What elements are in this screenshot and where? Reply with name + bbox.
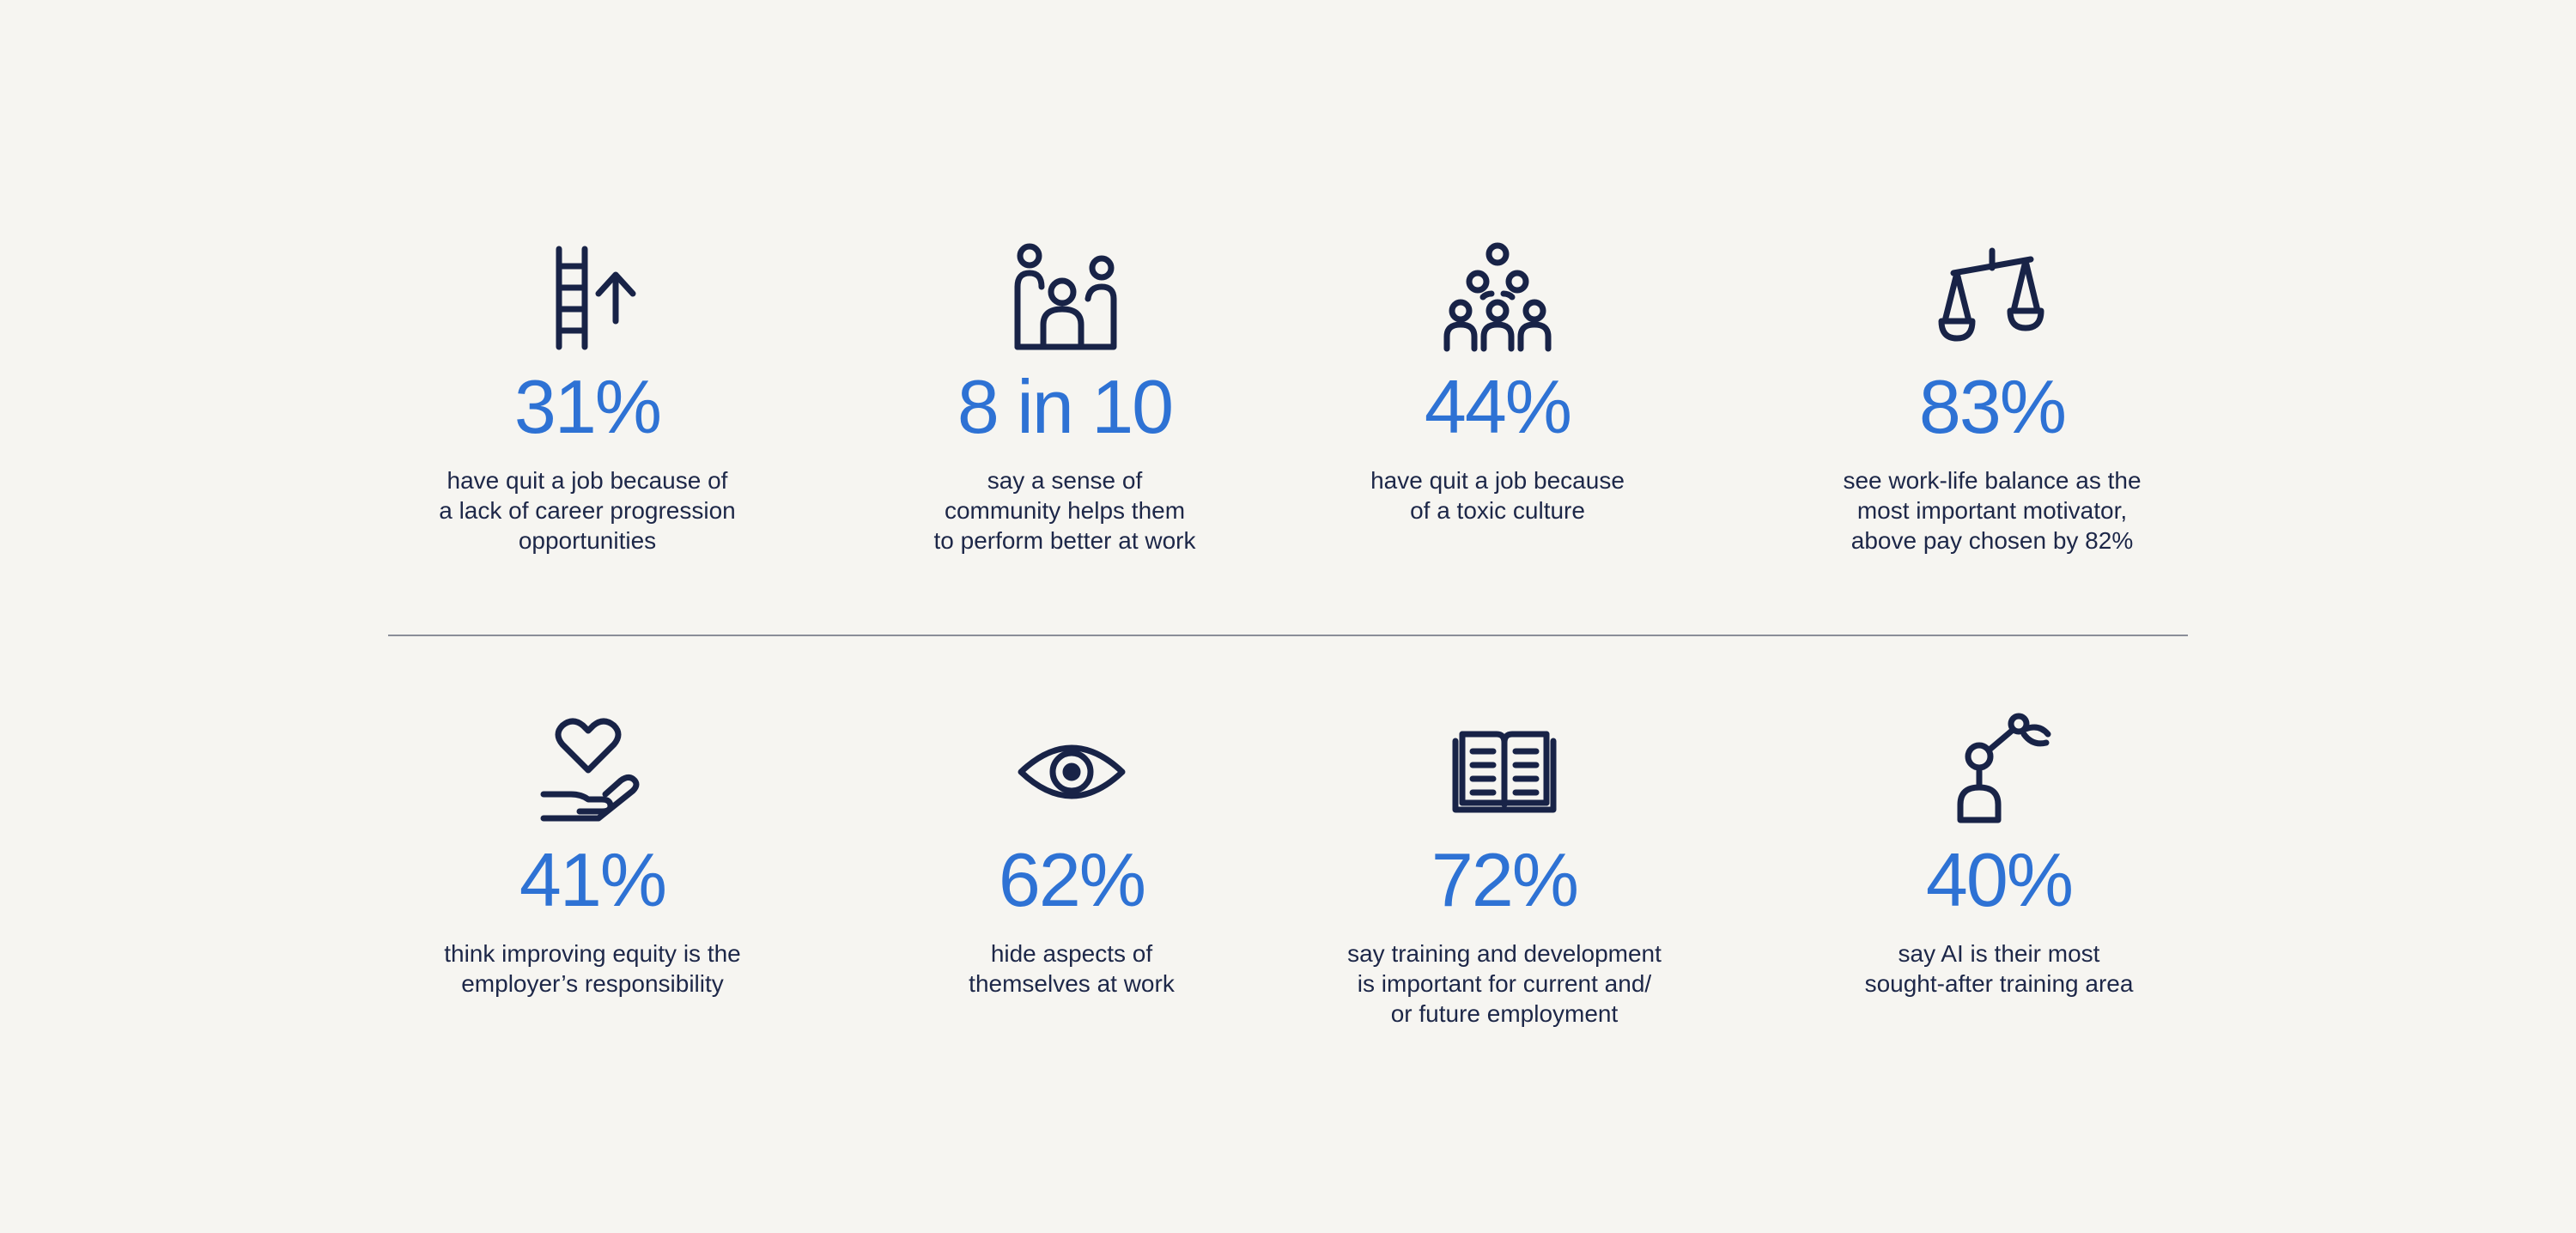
open-book-icon bbox=[1449, 715, 1560, 827]
stat-toxic-culture: 44% have quit a job because of a toxic c… bbox=[1274, 242, 1721, 525]
stat-description: see work-life balance as the most import… bbox=[1843, 467, 2142, 554]
group-pyramid-icon bbox=[1442, 242, 1553, 354]
stat-description: say a sense of community helps them to p… bbox=[933, 467, 1196, 554]
community-people-icon bbox=[1009, 242, 1121, 354]
stat-description: say AI is their most sought-after traini… bbox=[1864, 940, 2134, 997]
eye-icon bbox=[1016, 715, 1127, 827]
stat-value: 8 in 10 bbox=[957, 364, 1174, 449]
stat-hide-aspects: 62% hide aspects of themselves at work bbox=[848, 715, 1295, 999]
stat-value: 83% bbox=[1918, 364, 2067, 449]
stat-training: 72% say training and development is impo… bbox=[1281, 715, 1728, 1029]
ladder-arrow-up-icon bbox=[532, 242, 643, 354]
stat-description: have quit a job because of a toxic cultu… bbox=[1370, 467, 1625, 524]
stat-value: 44% bbox=[1424, 364, 1572, 449]
balance-scale-icon bbox=[1936, 242, 2048, 354]
stat-work-life-balance: 83% see work-life balance as the most im… bbox=[1769, 242, 2215, 556]
stat-description: think improving equity is the employer’s… bbox=[444, 940, 741, 997]
stat-career-progression: 31% have quit a job because of a lack of… bbox=[364, 242, 811, 556]
stat-community: 8 in 10 say a sense of community helps t… bbox=[841, 242, 1288, 556]
stat-value: 62% bbox=[998, 837, 1146, 922]
stat-description: have quit a job because of a lack of car… bbox=[439, 467, 736, 554]
stat-description: hide aspects of themselves at work bbox=[969, 940, 1175, 997]
stat-value: 40% bbox=[1925, 837, 2074, 922]
stat-value: 31% bbox=[513, 364, 662, 449]
heart-in-hand-icon bbox=[537, 715, 648, 827]
stat-ai-training: 40% say AI is their most sought-after tr… bbox=[1776, 713, 2222, 999]
stat-equity: 41% think improving equity is the employ… bbox=[369, 715, 816, 999]
section-divider bbox=[388, 635, 2188, 636]
robot-arm-icon bbox=[1943, 713, 2055, 827]
stat-value: 41% bbox=[519, 837, 667, 922]
stat-value: 72% bbox=[1431, 837, 1579, 922]
stat-description: say training and development is importan… bbox=[1347, 940, 1662, 1027]
